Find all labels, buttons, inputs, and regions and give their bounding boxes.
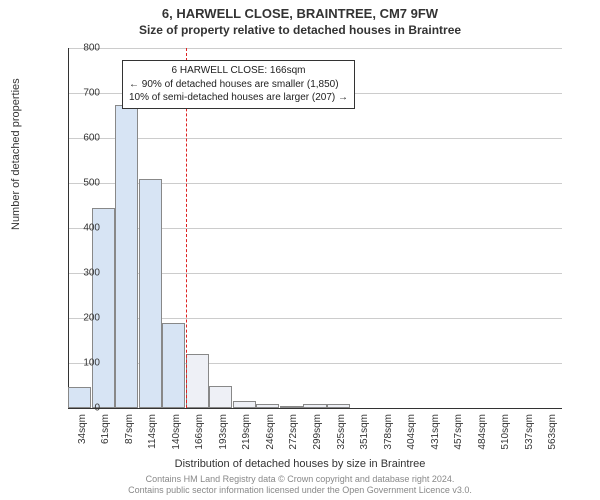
- x-tick-label: 34sqm: [77, 414, 88, 444]
- gridline: [68, 48, 562, 49]
- x-tick-label: 272sqm: [288, 414, 299, 450]
- y-tick-label: 100: [60, 358, 100, 369]
- page-title: 6, HARWELL CLOSE, BRAINTREE, CM7 9FW: [0, 0, 600, 21]
- y-tick-label: 0: [60, 403, 100, 414]
- x-axis-line: [68, 408, 562, 409]
- x-tick-label: 510sqm: [500, 414, 511, 450]
- x-tick-label: 61sqm: [100, 414, 111, 444]
- x-tick-label: 299sqm: [312, 414, 323, 450]
- y-tick-label: 300: [60, 268, 100, 279]
- info-box: 6 HARWELL CLOSE: 166sqm← 90% of detached…: [122, 60, 355, 109]
- page-subtitle: Size of property relative to detached ho…: [0, 21, 600, 37]
- y-tick-label: 600: [60, 133, 100, 144]
- x-tick-label: 563sqm: [547, 414, 558, 450]
- footer: Contains HM Land Registry data © Crown c…: [0, 474, 600, 497]
- histogram-bar: [233, 401, 256, 408]
- y-tick-label: 800: [60, 43, 100, 54]
- gridline: [68, 138, 562, 139]
- x-tick-label: 431sqm: [430, 414, 441, 450]
- histogram-bar: [139, 179, 162, 409]
- x-tick-label: 166sqm: [194, 414, 205, 450]
- histogram-bar: [186, 354, 209, 408]
- histogram-bar: [92, 208, 115, 408]
- x-tick-label: 378sqm: [383, 414, 394, 450]
- info-line-2: ← 90% of detached houses are smaller (1,…: [129, 78, 348, 92]
- x-tick-label: 87sqm: [124, 414, 135, 444]
- x-tick-label: 325sqm: [336, 414, 347, 450]
- x-tick-label: 457sqm: [453, 414, 464, 450]
- x-tick-label: 351sqm: [359, 414, 370, 450]
- y-tick-label: 700: [60, 88, 100, 99]
- chart-area: 6 HARWELL CLOSE: 166sqm← 90% of detached…: [68, 48, 562, 408]
- footer-line-2: Contains public sector information licen…: [0, 485, 600, 496]
- plot-region: 6 HARWELL CLOSE: 166sqm← 90% of detached…: [68, 48, 562, 408]
- histogram-bar: [115, 105, 138, 408]
- histogram-bar: [327, 404, 350, 408]
- x-tick-label: 140sqm: [171, 414, 182, 450]
- x-tick-label: 484sqm: [477, 414, 488, 450]
- x-tick-label: 114sqm: [147, 414, 158, 449]
- y-tick-label: 500: [60, 178, 100, 189]
- histogram-bar: [209, 386, 232, 408]
- y-axis-label: Number of detached properties: [10, 78, 22, 230]
- x-tick-label: 193sqm: [218, 414, 229, 450]
- info-line-1: 6 HARWELL CLOSE: 166sqm: [129, 64, 348, 78]
- histogram-bar: [162, 323, 185, 408]
- x-tick-label: 537sqm: [524, 414, 535, 450]
- x-tick-label: 404sqm: [406, 414, 417, 450]
- y-tick-label: 200: [60, 313, 100, 324]
- footer-line-1: Contains HM Land Registry data © Crown c…: [0, 474, 600, 485]
- info-line-3: 10% of semi-detached houses are larger (…: [129, 91, 348, 105]
- histogram-bar: [256, 404, 279, 409]
- histogram-bar: [303, 404, 326, 409]
- histogram-bar: [280, 406, 303, 408]
- y-tick-label: 400: [60, 223, 100, 234]
- x-tick-label: 246sqm: [265, 414, 276, 450]
- x-tick-label: 219sqm: [241, 414, 252, 450]
- x-axis-label: Distribution of detached houses by size …: [0, 458, 600, 470]
